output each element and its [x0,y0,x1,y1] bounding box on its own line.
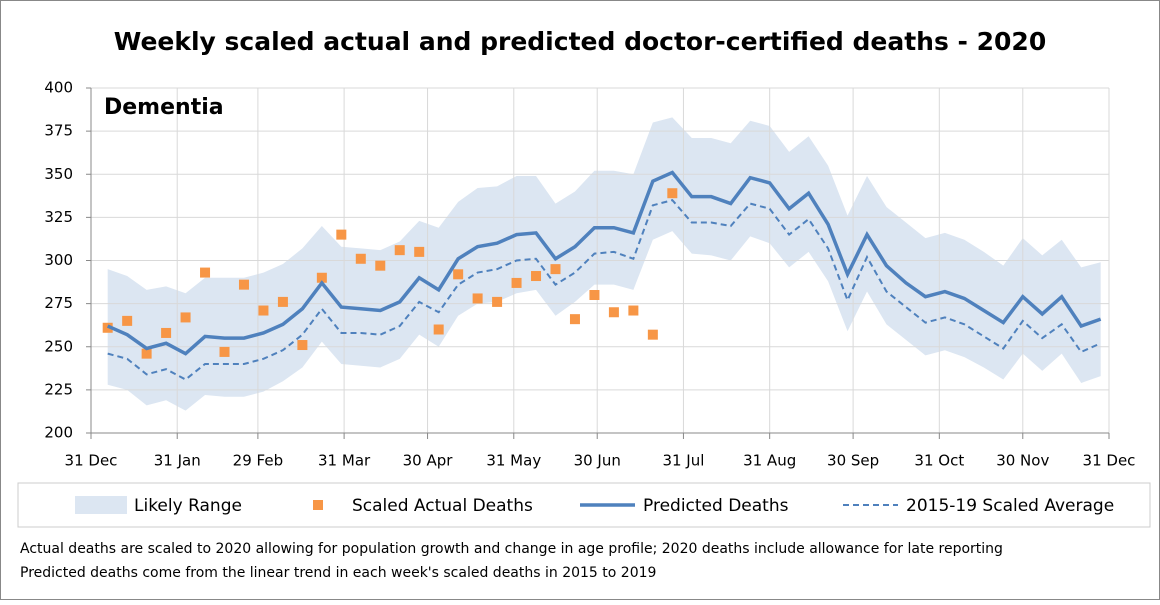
y-tick-label: 250 [44,337,73,355]
actual-marker [628,305,639,316]
x-tick-label: 29 Feb [233,452,283,470]
x-tick-label: 31 Dec [65,452,118,470]
actual-marker [141,348,152,359]
actual-marker [647,329,658,340]
annotation: Dementia [104,95,224,120]
legend-label: Predicted Deaths [643,496,789,516]
plot: 200 225 250 275 300 325 350 375 400 31 Dec 31 Jan 2… [44,79,1135,470]
actual-marker [122,315,133,326]
x-tick-label: 30 Sep [827,452,879,470]
actual-marker [355,253,366,264]
actual-marker [608,307,619,318]
legend-label: 2015-19 Scaled Average [906,496,1114,516]
actual-marker [569,314,580,325]
actual-marker [180,312,191,323]
x-tick-label: 31 Oct [914,452,964,470]
x-tick-label: 31 Aug [743,452,796,470]
x-tick-label: 31 Dec [1083,452,1136,470]
predicted-line [106,170,1102,356]
x-tick-label: 31 May [486,452,541,470]
legend-swatch [313,500,323,510]
actual-marker [258,305,269,316]
x-tick-label: 30 Jun [574,452,621,470]
actual-marker [531,271,542,282]
actual-marker [492,296,503,307]
y-tick-label: 225 [44,380,73,398]
y-tick-label: 350 [44,165,73,183]
x-tick-label: 30 Apr [403,452,454,470]
y-tick-label: 375 [44,122,73,140]
actual-marker [589,290,600,300]
actual-marker [336,229,347,240]
actual-marker [667,188,678,199]
x-tick-label: 31 Jul [662,452,704,470]
actual-marker [453,269,464,280]
x-tick-label: 31 Mar [318,452,371,470]
actual-marker [238,279,249,290]
y-tick-label: 325 [44,208,73,226]
band-layer [107,117,1101,411]
actual-marker [375,260,386,271]
actual-marker [277,296,288,307]
actual-marker [200,267,211,278]
actual-marker [316,272,327,283]
actual-marker [472,293,483,304]
actual-marker [433,324,444,335]
note: Actual deaths are scaled to 2020 allowin… [20,541,1003,557]
actual-marker [219,346,230,357]
legend-label: Scaled Actual Deaths [352,496,533,516]
note: Predicted deaths come from the linear tr… [20,565,656,581]
actual-marker [297,340,308,351]
chart-title: Weekly scaled actual and predicted docto… [114,27,1046,56]
average-line [107,198,1102,381]
y-tick-label: 200 [44,424,73,442]
legend-swatch [75,496,127,514]
actual-marker [394,245,405,256]
likely-range-band [107,117,1101,411]
actual-marker [511,277,522,288]
actual-marker [414,246,425,257]
actual-marker [550,264,561,275]
x-tick-label: 30 Nov [996,452,1049,470]
legend-label: Likely Range [134,496,242,516]
y-tick-label: 300 [44,251,73,269]
actual-marker [161,327,172,338]
x-tick-label: 31 Jan [154,452,201,470]
y-tick-label: 275 [44,294,73,312]
y-tick-label: 400 [44,79,73,97]
